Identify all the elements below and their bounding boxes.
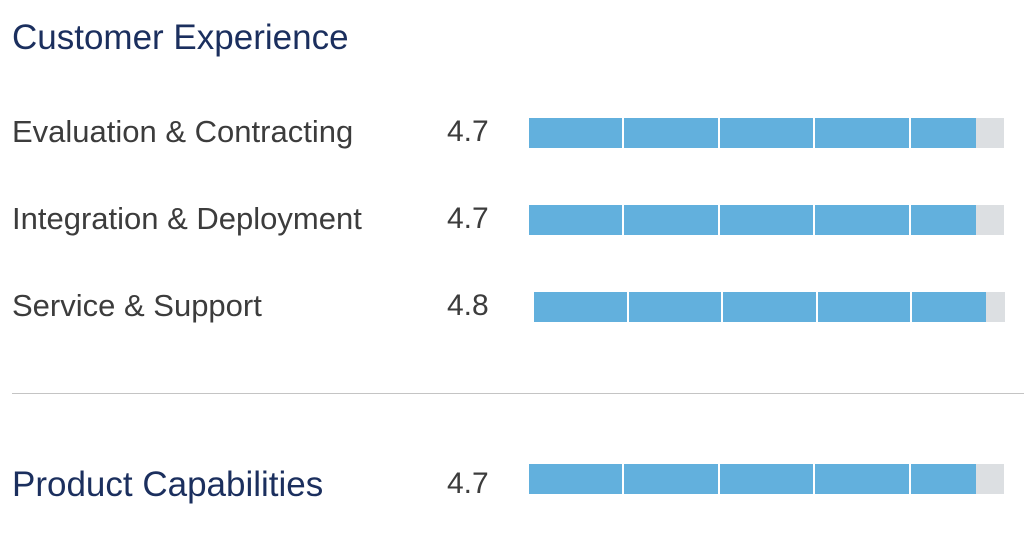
- rating-label: Service & Support: [12, 288, 262, 323]
- rating-bar-segment: [910, 464, 1005, 494]
- rating-score: 4.7: [447, 202, 489, 235]
- rating-bar-segment: [628, 292, 722, 322]
- rating-score: 4.7: [447, 467, 489, 500]
- rating-bar: [529, 118, 1005, 148]
- rating-bar-fill: [624, 205, 718, 235]
- rating-bar-segment: [624, 205, 718, 235]
- rating-bar-fill: [910, 464, 976, 494]
- rating-bar-fill: [719, 118, 814, 148]
- rating-bar-segment: [719, 464, 814, 494]
- rating-bar-segment: [910, 205, 1005, 235]
- rating-bar: [529, 205, 1005, 235]
- rating-bar-fill: [529, 464, 623, 494]
- rating-label: Evaluation & Contracting: [12, 114, 354, 149]
- rating-bar-fill: [912, 292, 987, 322]
- rating-bar-segment: [817, 292, 911, 322]
- rating-bar-segment: [719, 118, 814, 148]
- rating-bar-segment: [534, 292, 627, 322]
- rating-row-product-capabilities: Product Capabilities 4.7: [0, 464, 1024, 504]
- rating-bar-fill: [529, 118, 623, 148]
- rating-bar-fill: [628, 292, 722, 322]
- rating-label: Integration & Deployment: [12, 201, 362, 236]
- rating-bar-fill: [910, 205, 976, 235]
- rating-bar-segment: [624, 118, 718, 148]
- rating-bar-fill: [624, 118, 718, 148]
- rating-row-service-support: Service & Support 4.8: [0, 286, 1024, 326]
- rating-bar-segment: [815, 205, 909, 235]
- rating-row-evaluation-contracting: Evaluation & Contracting 4.7: [0, 112, 1024, 152]
- rating-bar: [534, 292, 1005, 322]
- rating-bar-fill: [817, 292, 911, 322]
- rating-row-integration-deployment: Integration & Deployment 4.7: [0, 199, 1024, 239]
- rating-score: 4.7: [447, 115, 489, 148]
- rating-bar-fill: [815, 205, 909, 235]
- rating-bar-segment: [912, 292, 1005, 322]
- rating-bar-fill: [719, 464, 814, 494]
- rating-bar-segment: [529, 205, 623, 235]
- customer-experience-title: Customer Experience: [12, 18, 349, 57]
- rating-bar-fill: [529, 205, 623, 235]
- rating-bar-fill: [815, 118, 909, 148]
- rating-bar-segment: [529, 464, 623, 494]
- rating-bar-segment: [910, 118, 1005, 148]
- rating-bar-fill: [534, 292, 627, 322]
- rating-bar-segment: [719, 205, 814, 235]
- rating-bar-segment: [624, 464, 718, 494]
- rating-bar-segment: [815, 464, 909, 494]
- rating-bar-fill: [624, 464, 718, 494]
- section-divider: [12, 393, 1024, 394]
- rating-bar: [529, 464, 1005, 494]
- product-capabilities-title: Product Capabilities: [12, 465, 324, 504]
- rating-bar-fill: [723, 292, 816, 322]
- rating-bar-fill: [815, 464, 909, 494]
- rating-bar-segment: [815, 118, 909, 148]
- rating-bar-segment: [723, 292, 816, 322]
- rating-bar-fill: [910, 118, 976, 148]
- rating-bar-segment: [529, 118, 623, 148]
- rating-bar-fill: [719, 205, 814, 235]
- rating-score: 4.8: [447, 289, 489, 322]
